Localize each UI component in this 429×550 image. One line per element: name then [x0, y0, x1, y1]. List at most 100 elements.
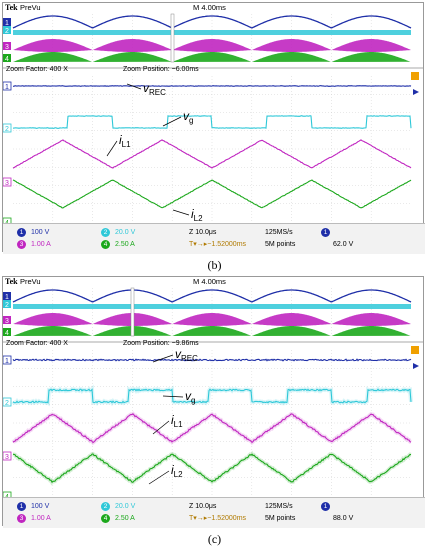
zoom-factor: Zoom Factor: 400 X: [6, 340, 68, 347]
trace-il1: [12, 139, 412, 169]
trigger-level-marker: [411, 72, 419, 80]
overview-il2-lobe: [251, 326, 331, 336]
overview-channel-marker: [3, 18, 11, 26]
overview-vg-band: [13, 30, 411, 35]
channel-marker: [3, 355, 12, 365]
ch1-chip: 1: [17, 502, 26, 511]
overview-il2-lobe: [251, 52, 331, 62]
overview-vrec-trace: [12, 15, 412, 29]
trace-vrec: [12, 85, 412, 87]
ch4-scale: 2.50 A: [115, 241, 135, 248]
ch1-level-arrow: [413, 363, 419, 369]
caption-b: (b): [207, 258, 222, 272]
oscilloscope-screen-b: Tek PreVu M 4.00ms 12341234vRECvgiL1iL2 …: [2, 2, 425, 254]
trigger-level-marker: [411, 346, 419, 354]
status-bar-b: 1 100 V 2 20.0 V 3 1.00 A 4 2.50 A Z 10.…: [3, 223, 425, 254]
trace-il2: [12, 179, 412, 209]
overview-channel-number: 2: [5, 28, 9, 35]
overview-channel-marker: [3, 300, 11, 308]
overview-il1-lobe: [13, 313, 93, 326]
sample-rate: 125MS/s: [265, 503, 293, 510]
zoom-position: Zoom Position: −6.00ms: [123, 66, 199, 73]
overview-channel-number: 1: [5, 20, 9, 27]
ch2-scale: 20.0 V: [115, 503, 136, 510]
ch1-scale: 100 V: [31, 503, 50, 510]
overview-il1-lobe: [251, 39, 332, 52]
overview-channel-marker: [3, 328, 11, 336]
brand-logo: Tek: [5, 277, 18, 286]
label-arrow-vg: [162, 395, 184, 398]
overview-channel-number: 3: [5, 318, 9, 325]
overview-channel-marker: [3, 26, 11, 34]
caption-c: (c): [207, 532, 222, 546]
trace-vg: [12, 115, 412, 129]
timebase-label: M 4.00ms: [193, 3, 226, 12]
label-arrow-vrec: [152, 354, 174, 363]
channel-marker-number: 1: [5, 358, 9, 365]
label-il2: iL2: [191, 207, 203, 223]
overview-il2-lobe: [92, 52, 172, 62]
record-length: 5M points: [265, 241, 296, 248]
label-arrow-il2: [172, 209, 190, 216]
trigger-chip: 1: [321, 228, 330, 237]
horizontal-offset: T▾→▸−1.52000ms: [189, 241, 247, 248]
trace-il2: [12, 453, 412, 484]
channel-marker: [3, 177, 12, 187]
oscilloscope-screen-c: Tek PreVu M 4.00ms 12341234vRECvgiL1iL2 …: [2, 276, 425, 528]
overview-il2-lobe: [13, 52, 92, 62]
record-length: 5M points: [265, 515, 296, 522]
overview-channel-number: 4: [5, 330, 9, 337]
trigger-chip: 1: [321, 502, 330, 511]
overview-channel-marker: [3, 42, 11, 50]
trace-vg: [12, 388, 412, 404]
overview-channel-marker: [3, 54, 11, 62]
sample-rate: 125MS/s: [265, 229, 293, 236]
scope-header: Tek PreVu M 4.00ms: [3, 277, 423, 286]
channel-marker: [3, 397, 12, 407]
overview-vg-band: [13, 304, 411, 309]
zoom-window-marker: [130, 287, 135, 337]
overview-channel-number: 4: [5, 56, 9, 63]
label-il1: iL1: [171, 413, 183, 429]
acq-mode: PreVu: [20, 277, 41, 286]
overview-channel-marker: [3, 292, 11, 300]
overview-il2-lobe: [331, 52, 411, 62]
overview-il1-lobe: [172, 39, 252, 52]
overview-il2-lobe: [13, 326, 92, 336]
overview-il1-lobe: [251, 313, 332, 326]
ch3-chip: 3: [17, 514, 26, 523]
ch4-chip: 4: [101, 514, 110, 523]
ch4-scale: 2.50 A: [115, 515, 135, 522]
trigger-level: 62.0 V: [333, 241, 354, 248]
ch2-scale: 20.0 V: [115, 229, 136, 236]
trace-envelope-il2: [12, 450, 412, 486]
overview-channel-number: 2: [5, 302, 9, 309]
label-arrow-il1: [106, 140, 118, 157]
overview-il1-lobe: [331, 313, 411, 326]
timebase-label: M 4.00ms: [193, 277, 226, 286]
channel-marker-number: 3: [5, 454, 9, 461]
channel-marker-number: 3: [5, 180, 9, 187]
ch4-chip: 4: [101, 240, 110, 249]
horizontal-scale: Z 10.0μs: [189, 229, 217, 236]
overview-il1-lobe: [331, 39, 411, 52]
label-arrow-vg: [162, 116, 182, 127]
ch1-scale: 100 V: [31, 229, 50, 236]
channel-marker: [3, 123, 12, 133]
ch1-chip: 1: [17, 228, 26, 237]
channel-marker: [3, 451, 12, 461]
zoom-window-marker: [170, 13, 175, 63]
waveform-plot-c: 12341234vRECvgiL1iL2: [3, 287, 423, 501]
status-bar-c: 1 100 V 2 20.0 V 3 1.00 A 4 2.50 A Z 10.…: [3, 497, 425, 528]
channel-marker-number: 2: [5, 126, 9, 133]
overview-vrec-trace: [12, 289, 412, 303]
ch3-scale: 1.00 A: [31, 241, 51, 248]
overview-il2-lobe: [172, 52, 252, 62]
overview-channel-number: 1: [5, 294, 9, 301]
label-il2: iL2: [171, 463, 183, 479]
overview-il1-lobe: [92, 39, 173, 52]
waveform-plot-b: 12341234vRECvgiL1iL2: [3, 13, 423, 227]
overview-channel-marker: [3, 316, 11, 324]
overview-il2-lobe: [331, 326, 411, 336]
trace-vrec: [12, 358, 412, 362]
